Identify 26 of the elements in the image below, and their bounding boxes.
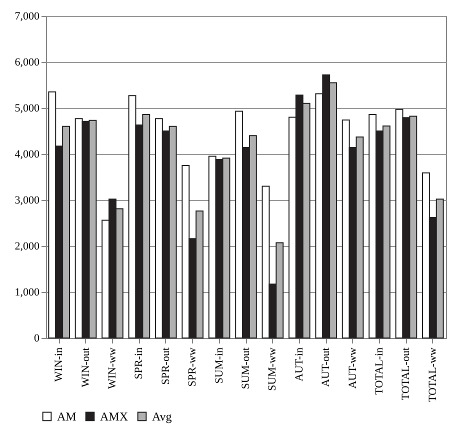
x-tick-label: SUM-out [240, 348, 252, 390]
x-tick-label: WIN-out [80, 348, 92, 388]
x-tick-label: TOTAL-out [400, 348, 412, 400]
y-tick-label: 2,000 [14, 240, 40, 252]
y-tick-label: 1,000 [14, 286, 40, 298]
x-tick-label: SPR-in [133, 347, 146, 380]
x-tick-label: SPR-out [160, 348, 172, 385]
x-tick-label: SPR-ww [186, 347, 199, 387]
y-tick-label: 5,000 [14, 102, 40, 114]
x-tick-label: WIN-in [53, 347, 66, 382]
y-tick-label: 7,000 [14, 10, 40, 22]
y-tick-label: 0 [34, 332, 40, 344]
x-tick-label: TOTAL-in [374, 347, 386, 395]
x-tick-label: WIN-ww [106, 347, 118, 390]
x-tick-label: AUT-ww [346, 347, 359, 389]
legend-label: AMX [100, 409, 128, 424]
y-tick-label: 3,000 [14, 194, 40, 206]
y-tick-label: 6,000 [14, 56, 40, 68]
x-tick-label: TOTAL-ww [426, 347, 439, 402]
y-tick-label: 4,000 [14, 148, 40, 160]
x-tick-label: SUM-in [213, 347, 226, 384]
legend-label: Avg [152, 409, 172, 424]
x-tick-label: AUT-out [320, 348, 332, 387]
x-tick-label: AUT-in [293, 347, 306, 382]
legend-label: AM [57, 409, 77, 424]
x-tick-label: SUM-ww [266, 347, 279, 391]
